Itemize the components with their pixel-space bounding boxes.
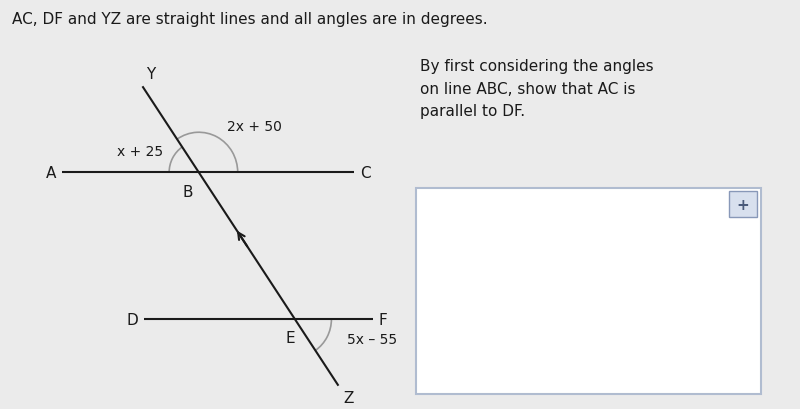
Text: Y: Y <box>146 66 155 81</box>
Text: F: F <box>378 312 387 327</box>
Text: A: A <box>46 166 56 180</box>
Text: 5x – 55: 5x – 55 <box>346 332 397 346</box>
Text: D: D <box>126 312 138 327</box>
Text: E: E <box>286 330 295 346</box>
Text: Z: Z <box>343 391 354 405</box>
Text: By first considering the angles
on line ABC, show that AC is
parallel to DF.: By first considering the angles on line … <box>420 59 654 119</box>
Text: C: C <box>360 166 370 180</box>
Text: x + 25: x + 25 <box>118 144 163 159</box>
Text: +: + <box>737 197 750 212</box>
FancyBboxPatch shape <box>416 188 761 394</box>
Text: B: B <box>182 184 193 199</box>
Text: AC, DF and YZ are straight lines and all angles are in degrees.: AC, DF and YZ are straight lines and all… <box>12 12 488 27</box>
FancyBboxPatch shape <box>730 192 757 218</box>
Text: 2x + 50: 2x + 50 <box>227 120 282 134</box>
